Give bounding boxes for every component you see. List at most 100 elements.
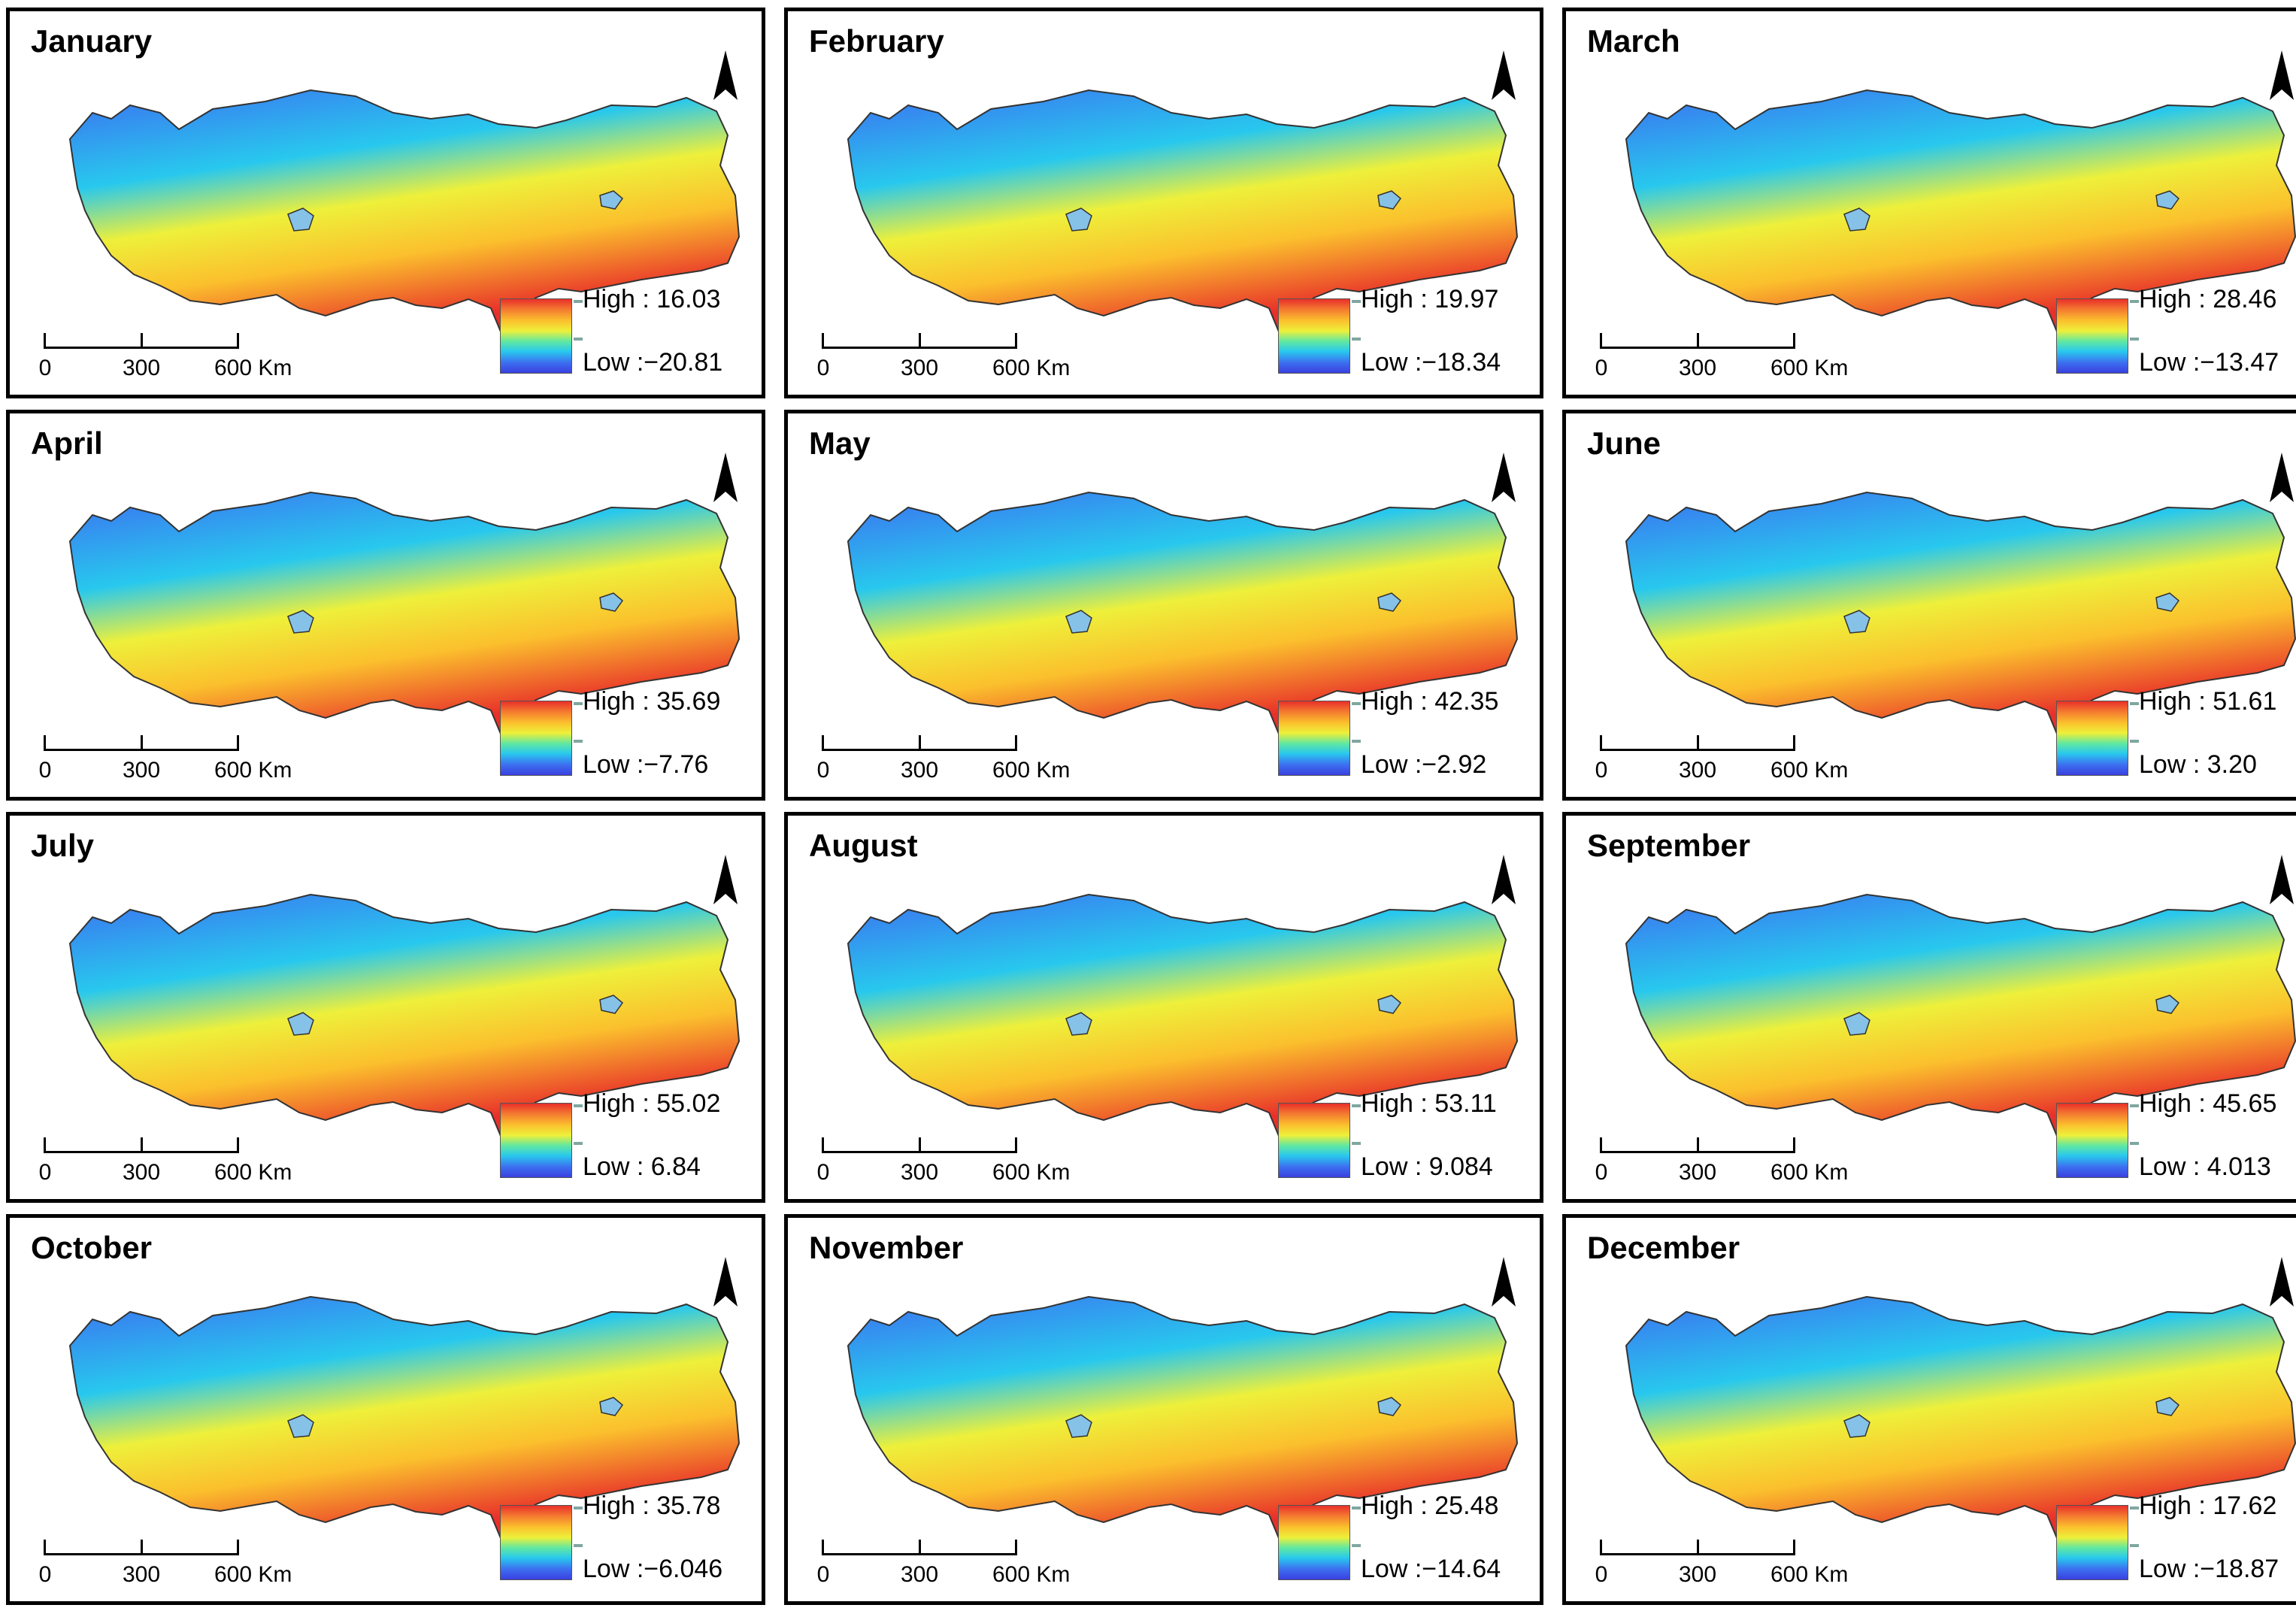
panel-title: February [809, 23, 944, 59]
scale-tick [1600, 735, 1602, 751]
scale-label-600: 600 Km [1770, 758, 1849, 783]
scale-bar: 0 300 600 Km [1595, 1540, 1848, 1592]
month-panel-june: June High : 51.61 Low : 3.20 0 300 [1562, 410, 2296, 801]
north-arrow-icon [1492, 855, 1516, 904]
scale-bar: 0 300 600 Km [817, 333, 1070, 386]
turkey-map [68, 491, 741, 740]
scale-tick [1793, 735, 1795, 751]
turkey-map [1625, 491, 2296, 740]
legend-tick [2130, 702, 2139, 705]
legend-high: High : 45.65 [2139, 1089, 2277, 1118]
month-panel-february: February High : 19.97 Low :−18.34 0 [784, 8, 1543, 398]
north-arrow [2259, 25, 2296, 107]
legend-color-ramp [500, 701, 572, 776]
legend: High : 35.69 Low :−7.76 [485, 687, 748, 783]
scale-tick [1697, 735, 1699, 751]
scale-label-300: 300 [1678, 1160, 1717, 1185]
scale-tick [141, 1137, 143, 1153]
lake-shape [1377, 995, 1402, 1014]
lake-shape [1843, 207, 1870, 232]
land-shape [68, 89, 741, 338]
legend-color-ramp [2056, 1505, 2128, 1580]
turkey-map [68, 893, 741, 1142]
legend-low: Low : 4.013 [2139, 1152, 2271, 1181]
lake-shape [287, 610, 314, 634]
legend-low: Low :−18.34 [1361, 348, 1501, 377]
lake-shape [2155, 190, 2180, 210]
scale-tick [919, 333, 921, 349]
legend-low: Low :−13.47 [2139, 348, 2279, 377]
scale-label-0: 0 [38, 356, 52, 380]
scale-label-600: 600 Km [214, 1160, 292, 1185]
month-panel-may: May High : 42.35 Low :−2.92 0 300 [784, 410, 1543, 801]
scale-label-600: 600 Km [992, 1562, 1071, 1587]
legend: High : 35.78 Low :−6.046 [485, 1491, 748, 1588]
legend-color-ramp [2056, 701, 2128, 776]
scale-bar: 0 300 600 Km [817, 1540, 1070, 1592]
scale-tick [237, 735, 239, 751]
lake-shape [1065, 207, 1092, 232]
scale-tick [141, 1540, 143, 1555]
north-arrow-icon [713, 1257, 738, 1307]
north-arrow-icon [2270, 50, 2294, 100]
legend-tick [574, 338, 583, 341]
legend-color-ramp [1278, 701, 1350, 776]
turkey-map [1625, 1295, 2296, 1544]
legend: High : 53.11 Low : 9.084 [1263, 1089, 1526, 1186]
scale-tick [1015, 735, 1017, 751]
scale-label-0: 0 [1595, 1160, 1608, 1185]
legend-high: High : 25.48 [1361, 1491, 1499, 1520]
panel-title: November [809, 1230, 964, 1265]
legend-tick [2130, 300, 2139, 303]
legend-tick [2130, 1507, 2139, 1510]
legend: High : 25.48 Low :−14.64 [1263, 1491, 1526, 1588]
scale-label-600: 600 Km [992, 758, 1071, 783]
scale-label-600: 600 Km [992, 356, 1071, 380]
legend-tick [2130, 740, 2139, 743]
month-panel-september: September High : 45.65 Low : 4.013 0 [1562, 812, 2296, 1203]
north-arrow [2259, 1231, 2296, 1314]
panel-title: September [1587, 828, 1751, 863]
scale-label-300: 300 [900, 356, 939, 380]
scale-tick [141, 333, 143, 349]
lake-shape [1065, 610, 1092, 634]
legend-high: High : 19.97 [1361, 285, 1499, 313]
legend-tick [1352, 740, 1361, 743]
north-arrow-icon [713, 855, 738, 904]
scale-label-300: 300 [1678, 1562, 1717, 1587]
scale-tick [1697, 1540, 1699, 1555]
scale-tick [44, 333, 46, 349]
legend-tick [574, 1544, 583, 1547]
scale-bar: 0 300 600 Km [39, 333, 292, 386]
scale-label-600: 600 Km [1770, 1160, 1849, 1185]
legend: High : 19.97 Low :−18.34 [1263, 285, 1526, 381]
panel-title: July [31, 828, 95, 863]
scale-label-300: 300 [900, 1562, 939, 1587]
north-arrow-icon [713, 453, 738, 502]
legend-color-ramp [500, 1505, 572, 1580]
scale-bar: 0 300 600 Km [817, 1137, 1070, 1190]
legend-low: Low : 9.084 [1361, 1152, 1493, 1181]
scale-label-0: 0 [38, 758, 52, 783]
scale-tick [822, 1540, 824, 1555]
scale-tick [919, 735, 921, 751]
legend-tick [1352, 300, 1361, 303]
legend-color-ramp [500, 298, 572, 374]
north-arrow-icon [1492, 1257, 1516, 1307]
land-shape [68, 1295, 741, 1544]
legend-tick [574, 1142, 583, 1145]
scale-tick [1015, 333, 1017, 349]
panel-title: March [1587, 23, 1680, 59]
legend: High : 45.65 Low : 4.013 [2041, 1089, 2296, 1186]
panel-title: October [31, 1230, 153, 1265]
land-shape [847, 893, 1519, 1142]
lake-shape [2155, 1397, 2180, 1416]
legend-color-ramp [2056, 298, 2128, 374]
lake-shape [2155, 592, 2180, 612]
scale-label-300: 300 [122, 356, 161, 380]
land-shape [1625, 89, 2296, 338]
scale-label-300: 300 [900, 1160, 939, 1185]
north-arrow [1481, 427, 1526, 510]
legend-high: High : 35.78 [583, 1491, 721, 1520]
lake-shape [287, 207, 314, 232]
